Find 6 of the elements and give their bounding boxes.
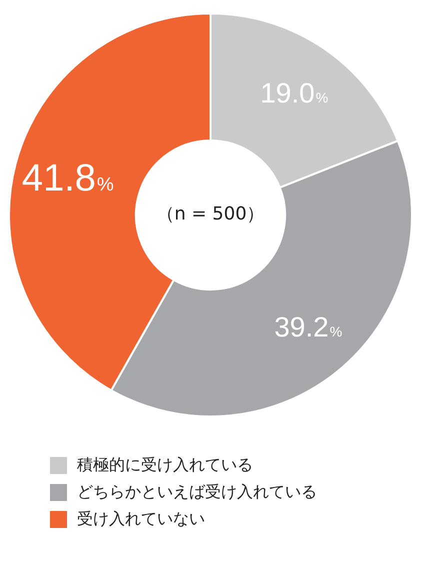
data-label: 39.2% [274,311,342,342]
legend-label: 積極的に受け入れている [77,455,253,476]
data-label: 41.8% [22,158,114,200]
legend-label: 受け入れていない [77,509,205,530]
text: （n = 500） [156,204,265,225]
legend-label: どちらかといえば受け入れている [77,482,317,503]
